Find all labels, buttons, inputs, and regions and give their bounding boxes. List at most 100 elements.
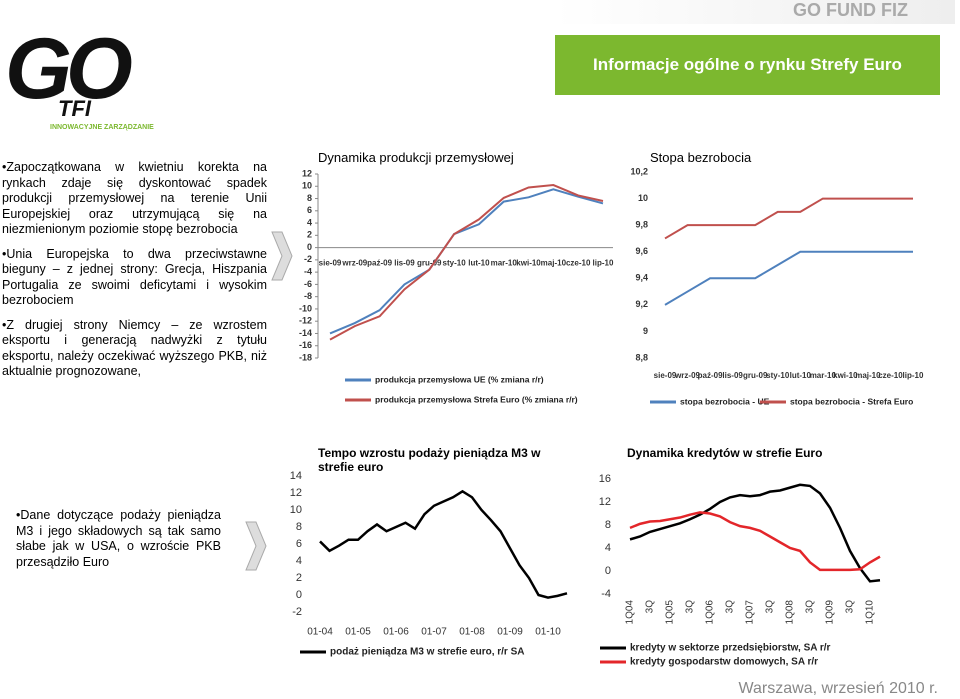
x-tick-label: kwi-10	[516, 259, 541, 268]
y-tick-label: 8	[296, 521, 302, 533]
footer: Warszawa, wrzesień 2010 r.	[738, 680, 938, 697]
x-tick-label: lip-10	[903, 371, 924, 380]
x-tick-label: 1Q10	[865, 600, 876, 625]
y-tick-label: -6	[304, 279, 312, 289]
x-tick-label: sie-09	[654, 371, 677, 380]
x-tick-label: 1Q08	[785, 600, 796, 625]
x-tick-label: 1Q09	[825, 600, 836, 625]
y-tick-label: -16	[299, 340, 312, 350]
x-tick-label: 1Q04	[625, 600, 636, 625]
x-tick-label: gru-09	[743, 371, 768, 380]
title-bar: Informacje ogólne o rynku Strefy Euro	[555, 35, 940, 95]
legend-label: kredyty w sektorze przedsiębiorstw, SA r…	[630, 643, 831, 654]
y-tick-label: 10	[290, 504, 302, 516]
logo-sub: TFI	[58, 96, 91, 121]
y-tick-label: 2	[296, 572, 302, 584]
y-tick-label: 10	[638, 193, 648, 203]
x-tick-label: gru-09	[417, 259, 442, 268]
y-tick-label: 4	[307, 217, 312, 227]
x-tick-label: 01-05	[345, 627, 371, 638]
chart-title: Dynamika kredytów w strefie Euro	[627, 446, 823, 460]
x-tick-label: 1Q05	[665, 600, 676, 625]
x-tick-label: wrz-09	[341, 259, 367, 268]
x-tick-label: mar-10	[491, 259, 518, 268]
y-tick-label: 10,2	[630, 166, 648, 176]
x-tick-label: 01-06	[383, 627, 409, 638]
y-tick-label: 12	[599, 496, 611, 508]
y-tick-label: 8	[307, 193, 312, 203]
y-tick-label: 10	[302, 181, 312, 191]
x-tick-label: 01-09	[497, 627, 523, 638]
y-tick-label: 12	[302, 168, 312, 178]
y-tick-label: 12	[290, 487, 302, 499]
chart-title: Tempo wzrostu podaży pieniądza M3 w stre…	[318, 446, 541, 474]
y-tick-label: -8	[304, 291, 312, 301]
arrow	[245, 521, 267, 571]
x-tick-label: 3Q	[805, 600, 816, 614]
logo: GO	[5, 21, 133, 117]
x-tick-label: 01-10	[535, 627, 561, 638]
y-tick-label: 4	[296, 555, 302, 567]
x-tick-label: 01-07	[421, 627, 447, 638]
y-tick-label: 9,2	[635, 299, 648, 309]
y-tick-label: 0	[605, 565, 611, 577]
x-tick-label: 1Q06	[705, 600, 716, 625]
brand-bar	[555, 0, 955, 24]
x-tick-label: kwi-10	[833, 371, 858, 380]
x-tick-label: cze-10	[878, 371, 903, 380]
x-tick-label: sty-10	[766, 371, 790, 380]
line	[664, 250, 913, 306]
x-tick-label: paź-09	[367, 259, 392, 268]
note: Dane dotyczące podaży pieniądza M3 i jeg…	[16, 508, 221, 570]
y-tick-label: 2	[307, 230, 312, 240]
brand: GO FUND FIZ	[793, 0, 908, 20]
x-tick-label: 3Q	[765, 600, 776, 614]
legend-label: produkcja przemysłowa UE (% zmiana r/r)	[375, 374, 544, 384]
y-tick-label: -18	[299, 352, 312, 362]
y-tick-label: -12	[299, 316, 312, 326]
y-tick-label: 6	[307, 205, 312, 215]
x-tick-label: wrz-09	[674, 371, 700, 380]
x-tick-label: 3Q	[645, 600, 656, 614]
y-tick-label: 9	[643, 326, 648, 336]
x-tick-label: 3Q	[685, 600, 696, 614]
x-tick-label: 01-04	[307, 627, 333, 638]
chart-title: Stopa bezrobocia	[650, 150, 752, 165]
line	[319, 489, 568, 599]
x-tick-label: lip-10	[593, 259, 614, 268]
y-tick-label: -2	[304, 254, 312, 264]
legend-label: stopa bezrobocia - UE	[680, 396, 770, 406]
x-tick-label: lis-09	[722, 371, 743, 380]
legend-label: produkcja przemysłowa Strefa Euro (% zmi…	[375, 394, 578, 404]
y-tick-label: 8	[605, 519, 611, 531]
x-tick-label: 1Q07	[745, 600, 756, 625]
legend-label: kredyty gospodarstw domowych, SA r/r	[630, 657, 818, 668]
slide-title: Informacje ogólne o rynku Strefy Euro	[593, 55, 902, 74]
y-tick-label: 4	[605, 542, 611, 554]
bullet: Unia Europejska to dwa przeciwstawne bie…	[2, 247, 267, 309]
x-tick-label: lut-10	[468, 259, 490, 268]
legend-label: stopa bezrobocia - Strefa Euro	[790, 396, 913, 406]
y-tick-label: -4	[601, 588, 611, 600]
x-tick-label: 3Q	[845, 600, 856, 614]
x-tick-label: paź-09	[698, 371, 723, 380]
line	[664, 197, 913, 240]
y-tick-label: 0	[296, 589, 302, 601]
y-tick-label: 9,6	[635, 246, 648, 256]
x-tick-label: maj-10	[541, 259, 567, 268]
chart-title: Dynamika produkcji przemysłowej	[318, 150, 514, 165]
line	[629, 511, 881, 572]
x-tick-label: mar-10	[810, 371, 837, 380]
y-tick-label: 6	[296, 538, 302, 550]
y-tick-label: 14	[290, 470, 302, 482]
y-tick-label: -4	[304, 267, 312, 277]
x-tick-label: 01-08	[459, 627, 485, 638]
y-tick-label: 9,8	[635, 220, 648, 230]
tagline: INNOWACYJNE ZARZĄDZANIE	[50, 124, 154, 131]
bullets: Zapoczątkowana w kwietniu korekta na ryn…	[2, 160, 267, 389]
y-tick-label: 0	[307, 242, 312, 252]
y-tick-label: 16	[599, 473, 611, 485]
line	[329, 188, 604, 335]
